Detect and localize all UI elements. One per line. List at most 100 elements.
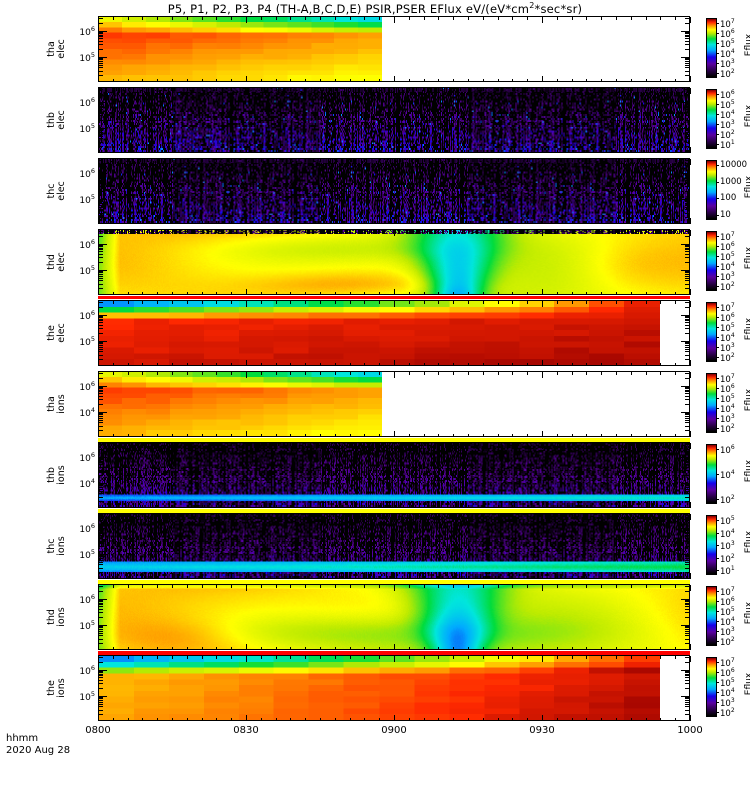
colorbar-the-ions[interactable] (706, 657, 717, 717)
x-tick (157, 150, 158, 153)
x-tick (128, 363, 129, 366)
y-minor-tick (685, 217, 689, 218)
x-tick (394, 147, 395, 153)
x-tick (438, 434, 439, 437)
x-tick (364, 576, 365, 579)
y-minor-tick (685, 520, 689, 521)
x-tick (438, 576, 439, 579)
x-tick (350, 372, 351, 375)
colorbar-thd-elec[interactable] (706, 231, 717, 291)
y-minor-tick (99, 600, 103, 601)
colorbar-thb-elec[interactable] (706, 89, 717, 149)
x-tick (187, 585, 188, 588)
x-tick (246, 17, 247, 23)
y-tick-label-the-elec-1: 105 (79, 335, 95, 348)
colorbar-thb-ions[interactable] (706, 444, 717, 504)
y-minor-tick (685, 572, 689, 573)
x-tick (468, 585, 469, 588)
y-minor-tick (685, 278, 689, 279)
x-tick (261, 576, 262, 579)
x-tick (142, 576, 143, 579)
x-tick (394, 88, 395, 94)
x-tick (276, 505, 277, 508)
y-minor-tick (685, 231, 689, 232)
x-tick (438, 585, 439, 588)
x-tick (231, 434, 232, 437)
x-tick (202, 372, 203, 375)
y-minor-tick (99, 132, 103, 133)
x-tick (690, 431, 691, 437)
x-tick (527, 221, 528, 224)
y-minor-tick (685, 683, 689, 684)
x-tick (216, 434, 217, 437)
colorbar-thc-elec[interactable] (706, 160, 717, 220)
x-tick (364, 656, 365, 659)
y-minor-tick (685, 555, 689, 556)
y-minor-tick (99, 115, 103, 116)
y-minor-tick (685, 316, 689, 317)
x-tick (202, 17, 203, 20)
y-minor-tick (99, 420, 103, 421)
spectrogram-image-the-elec (99, 301, 660, 365)
y-minor-tick (99, 688, 103, 689)
x-tick (616, 88, 617, 91)
y-minor-tick (99, 146, 103, 147)
x-tick (276, 221, 277, 224)
x-tick (157, 88, 158, 91)
x-tick (586, 443, 587, 446)
colorbar-tha-elec[interactable] (706, 18, 717, 78)
x-tick (586, 230, 587, 233)
x-tick (113, 159, 114, 162)
y-minor-tick (685, 146, 689, 147)
y-minor-tick (685, 328, 689, 329)
colorbar-tick-thd-elec-3: 104 (720, 261, 735, 273)
y-minor-tick (99, 680, 103, 681)
x-tick (468, 17, 469, 20)
y-minor-tick (99, 629, 103, 630)
x-tick (142, 514, 143, 517)
colorbar-tick-thd-ions-1: 106 (720, 596, 735, 608)
y-minor-tick (685, 541, 689, 542)
y-minor-tick (685, 272, 689, 273)
y-minor-tick (99, 175, 103, 176)
colorbar-tick-thb-elec-5: 101 (720, 139, 735, 151)
y-minor-tick (99, 129, 103, 130)
y-minor-tick (99, 501, 103, 502)
y-minor-tick (685, 373, 689, 374)
colorbar-tick-tha-elec-4: 103 (720, 58, 735, 70)
x-tick (350, 363, 351, 366)
y-minor-tick (685, 345, 689, 346)
colorbar-thd-ions[interactable] (706, 586, 717, 646)
y-minor-tick (685, 675, 689, 676)
y-major-tick (681, 412, 689, 413)
colorbar-thc-ions[interactable] (706, 515, 717, 575)
x-tick (320, 88, 321, 91)
y-minor-tick (99, 470, 103, 471)
colorbar-tick-thd-ions-0: 107 (720, 586, 735, 598)
x-tick (320, 585, 321, 588)
y-minor-tick (685, 535, 689, 536)
x-tick (290, 585, 291, 588)
colorbar-tick-thc-ions-2: 103 (720, 540, 735, 552)
colorbar-tha-ions[interactable] (706, 373, 717, 433)
x-tick (98, 514, 99, 520)
colorbar-tick-mark (717, 23, 719, 24)
y-minor-tick (685, 533, 689, 534)
x-tick (231, 718, 232, 721)
y-minor-tick (685, 142, 689, 143)
colorbar-tick-mark (717, 276, 719, 277)
x-tick (498, 647, 499, 650)
y-minor-tick (685, 530, 689, 531)
y-minor-tick (685, 677, 689, 678)
x-tick (335, 230, 336, 233)
x-tick (631, 292, 632, 295)
x-tick (98, 88, 99, 94)
x-tick (453, 372, 454, 375)
x-tick (453, 17, 454, 20)
x-tick (305, 292, 306, 295)
x-tick (527, 301, 528, 304)
x-tick (172, 443, 173, 446)
y-minor-tick (99, 245, 103, 246)
x-tick (394, 289, 395, 295)
colorbar-the-elec[interactable] (706, 302, 717, 362)
